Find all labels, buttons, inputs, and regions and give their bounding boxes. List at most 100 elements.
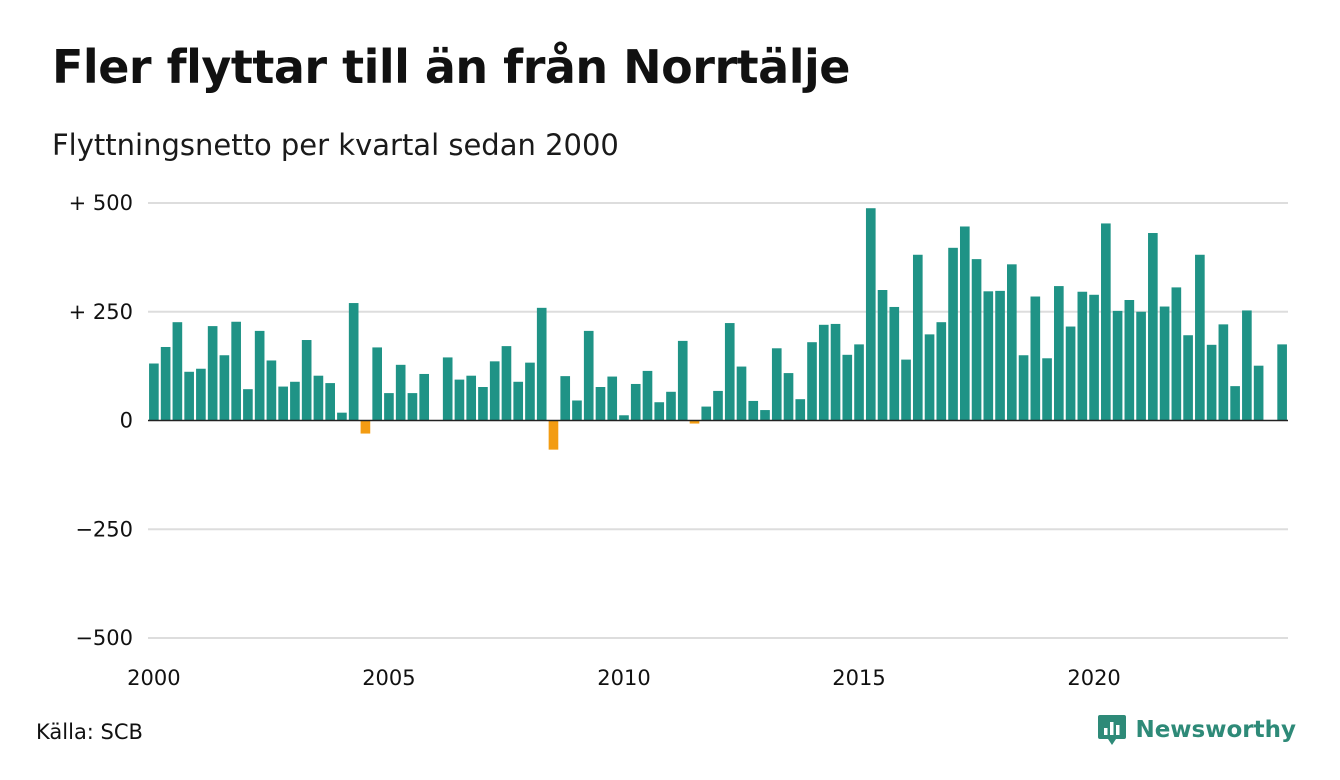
bar: [736, 366, 747, 421]
bar: [607, 376, 618, 421]
x-tick-label: 2020: [1067, 666, 1120, 690]
bar: [325, 383, 335, 421]
y-tick-label: + 250: [69, 300, 133, 324]
bar: [207, 326, 218, 421]
bar: [231, 321, 241, 421]
bar: [278, 386, 288, 421]
bar: [419, 373, 430, 421]
bar: [548, 420, 559, 450]
bar: [395, 364, 406, 421]
chart-subtitle: Flyttningsnetto per kvartal sedan 2000: [52, 128, 619, 162]
bar: [149, 363, 159, 421]
bar: [337, 412, 347, 421]
bar: [971, 259, 982, 421]
bar: [489, 361, 500, 421]
bar: [196, 368, 206, 421]
bar: [372, 347, 382, 421]
bar: [854, 344, 864, 421]
newsworthy-logo-icon: [1098, 715, 1127, 745]
bar: [1206, 344, 1217, 421]
bar: [301, 340, 312, 421]
x-tick-label: 2010: [597, 666, 650, 690]
bar: [783, 373, 794, 421]
y-tick-label: 0: [120, 409, 133, 433]
x-tick-label: 2000: [127, 666, 180, 690]
bar: [1112, 310, 1123, 421]
bar: [1136, 311, 1146, 421]
bar: [807, 342, 817, 421]
bar: [654, 402, 665, 421]
bar: [1159, 306, 1170, 421]
bar: [407, 393, 418, 421]
bar: [1030, 296, 1041, 421]
bar: [795, 399, 806, 421]
bar: [160, 346, 171, 421]
bar: [513, 381, 524, 421]
bar: [1218, 324, 1229, 421]
bar: [630, 383, 641, 421]
bar: [724, 323, 735, 421]
bar: [525, 362, 535, 421]
bar: [760, 410, 770, 421]
bar: [1183, 335, 1193, 421]
brand-name: Newsworthy: [1135, 717, 1296, 743]
bar: [466, 375, 477, 421]
bar: [595, 387, 606, 421]
bar: [1171, 287, 1182, 421]
bar: [1242, 310, 1252, 421]
bar: [243, 389, 253, 421]
bar: [865, 208, 876, 421]
bar: [642, 370, 653, 421]
y-tick-label: + 500: [69, 191, 133, 215]
bar: [560, 376, 571, 421]
bar: [901, 359, 911, 421]
bar: [1089, 294, 1099, 421]
x-tick-label: 2005: [362, 666, 415, 690]
bar: [384, 393, 394, 421]
bar: [313, 375, 324, 421]
bar: [666, 391, 676, 421]
bar: [912, 254, 923, 421]
bar: [478, 387, 488, 421]
bar: [1230, 386, 1240, 421]
bar: [1042, 358, 1052, 421]
bar: [348, 303, 359, 421]
bar: [1101, 223, 1111, 421]
bar: [254, 330, 265, 421]
bar: [818, 324, 829, 421]
bar: [889, 306, 900, 421]
bar: [959, 226, 970, 421]
source-note: Källa: SCB: [36, 720, 143, 744]
bar: [583, 330, 594, 421]
bar: [1007, 264, 1017, 421]
bar: [1054, 286, 1064, 421]
bar: [1148, 233, 1158, 421]
bar: [1018, 355, 1029, 421]
bar: [1065, 326, 1076, 421]
bar: [936, 322, 947, 421]
bar: [677, 340, 688, 421]
bar: [172, 322, 183, 421]
y-tick-label: −500: [75, 626, 133, 650]
bar: [877, 290, 888, 421]
bar: [830, 323, 841, 421]
chart-title: Fler flyttar till än från Norrtälje: [52, 40, 850, 94]
bar: [995, 290, 1005, 421]
bar: [713, 390, 723, 421]
bar: [771, 348, 782, 421]
bar: [360, 420, 371, 434]
bar: [536, 307, 547, 421]
bar: [948, 247, 958, 421]
bar: [290, 381, 300, 421]
bar: [689, 420, 700, 424]
y-tick-label: −250: [75, 517, 133, 541]
bar: [701, 406, 712, 421]
brand-logo: Newsworthy: [1097, 713, 1296, 747]
bar: [924, 334, 935, 421]
x-tick-label: 2015: [832, 666, 885, 690]
bar: [1077, 291, 1088, 421]
bar: [983, 291, 994, 421]
bar: [1253, 365, 1264, 421]
bar: [219, 355, 230, 421]
